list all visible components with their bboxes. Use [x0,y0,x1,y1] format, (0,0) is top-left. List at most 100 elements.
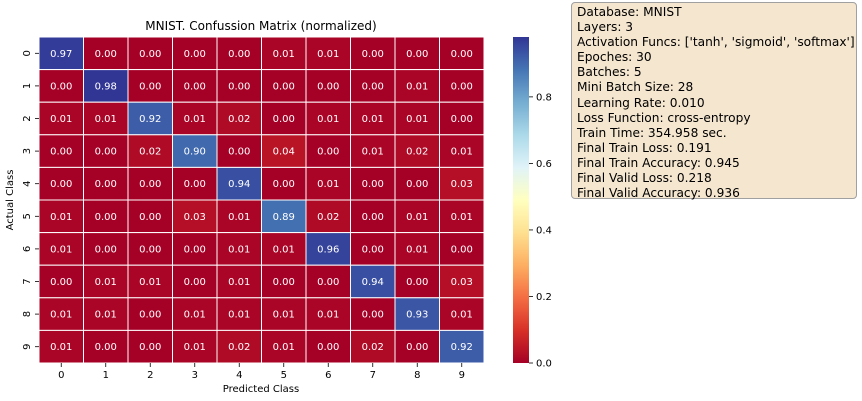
x-axis-ticks: 0 1 2 3 4 5 6 7 8 9 [58,363,465,381]
cell-value-label: 0.00 [228,147,250,158]
heatmap-cell [172,232,218,266]
heatmap-cell [216,329,262,364]
cell-value-label: 0.01 [95,277,117,288]
heatmap-cell [127,232,173,266]
cell-value-label: 0.00 [95,179,117,190]
cell-value-label: 0.03 [184,212,206,223]
cell-value-label: 0.00 [95,147,117,158]
y-tick-label: 9 [22,344,33,350]
info-line: Final Train Loss: 0.191 [577,140,712,155]
cell-value-label: 0.00 [139,212,161,223]
cell-value-label: 0.00 [50,81,72,92]
heatmap-cell [38,69,84,103]
cell-value-label: 0.01 [317,310,339,321]
cell-value-label: 0.01 [95,310,117,321]
cell-value-label: 0.00 [184,179,206,190]
cell-value-label: 0.01 [451,212,473,223]
heatmap-cell [83,264,129,299]
heatmap-cell [439,101,485,136]
cell-value-label: 0.01 [273,244,295,255]
colorbar-tick-label: 0.2 [536,292,552,303]
heatmap-cell [83,199,129,234]
cell-value-label: 0.94 [228,179,250,190]
cell-value-label: 0.00 [139,342,161,353]
cell-value-label: 0.90 [184,147,206,158]
x-tick-label: 8 [414,370,420,381]
heatmap-cell [439,166,485,201]
colorbar [513,37,529,363]
cell-value-label: 0.03 [451,179,473,190]
cell-value-label: 0.00 [184,49,206,60]
cell-value-label: 0.01 [362,114,384,125]
cell-value-label: 0.01 [184,342,206,353]
cell-value-label: 0.00 [184,244,206,255]
cell-value-label: 0.00 [273,81,295,92]
info-line: Database: MNIST [577,5,682,19]
y-tick-label: 5 [22,213,33,219]
heatmap-cell [394,101,440,136]
cell-value-label: 0.00 [273,179,295,190]
heatmap-cell [172,101,218,136]
heatmap-cell [261,69,307,103]
cell-value-label: 0.00 [139,81,161,92]
y-tick-label: 6 [22,246,33,252]
heatmap-cell [305,101,351,136]
y-axis-label: Actual Class [5,170,16,231]
heatmap-cell [216,199,262,234]
cell-value-label: 0.01 [50,342,72,353]
cell-value-label: 0.01 [362,147,384,158]
heatmap-cell [394,264,440,299]
heatmap-cell [216,297,262,331]
heatmap-cell [305,134,351,168]
colorbar-ticks: 0.0 0.2 0.4 0.6 0.8 [529,92,552,370]
colorbar-tick-label: 0.0 [536,359,552,370]
cell-value-label: 0.00 [362,49,384,60]
cell-value-label: 0.96 [317,244,339,255]
info-line: Loss Function: cross-entropy [577,110,751,125]
training-info-box: Database: MNIST Layers: 3 Activation Funcs… [571,2,857,200]
x-tick-label: 7 [370,370,376,381]
cell-value-label: 0.01 [95,114,117,125]
cell-value-label: 0.00 [139,49,161,60]
cell-value-label: 0.00 [50,147,72,158]
heatmap-cell [350,199,396,234]
x-tick-label: 0 [58,370,64,381]
x-tick-label: 2 [147,370,153,381]
x-tick-label: 9 [459,370,465,381]
cell-value-label: 0.01 [451,310,473,321]
heatmap-cell [127,297,173,331]
heatmap-cell [38,232,84,266]
cell-value-label: 0.00 [406,49,428,60]
cell-value-label: 0.00 [362,81,384,92]
info-line: Layers: 3 [577,20,634,35]
info-line: Final Train Accuracy: 0.945 [577,155,740,170]
cell-value-label: 0.01 [228,277,250,288]
x-tick-label: 6 [325,370,331,381]
cell-value-label: 0.01 [139,277,161,288]
cell-value-label: 0.00 [228,81,250,92]
heatmap-cell [261,166,307,201]
cell-value-label: 0.01 [50,212,72,223]
cell-value-label: 0.00 [317,342,339,353]
cell-value-label: 0.00 [451,81,473,92]
heatmap-cell [439,36,485,71]
heatmap-cell [83,36,129,71]
heatmap-cell [439,329,485,364]
cell-value-label: 0.02 [362,342,384,353]
heatmap-cell [439,264,485,299]
y-tick-label: 2 [22,115,33,121]
cell-value-label: 0.01 [317,114,339,125]
info-line: Epoches: 30 [577,50,652,65]
heatmap-cell [38,199,84,234]
cell-value-label: 0.01 [228,244,250,255]
x-axis-label: Predicted Class [223,384,299,395]
heatmap-cell [394,297,440,331]
heatmap-cell [127,264,173,299]
heatmap-cell [305,264,351,299]
cell-value-label: 0.00 [362,212,384,223]
heatmap-cell [216,166,262,201]
heatmap-cell [172,297,218,331]
cell-value-label: 0.01 [451,147,473,158]
cell-value-label: 0.01 [273,342,295,353]
cell-value-label: 0.00 [95,49,117,60]
